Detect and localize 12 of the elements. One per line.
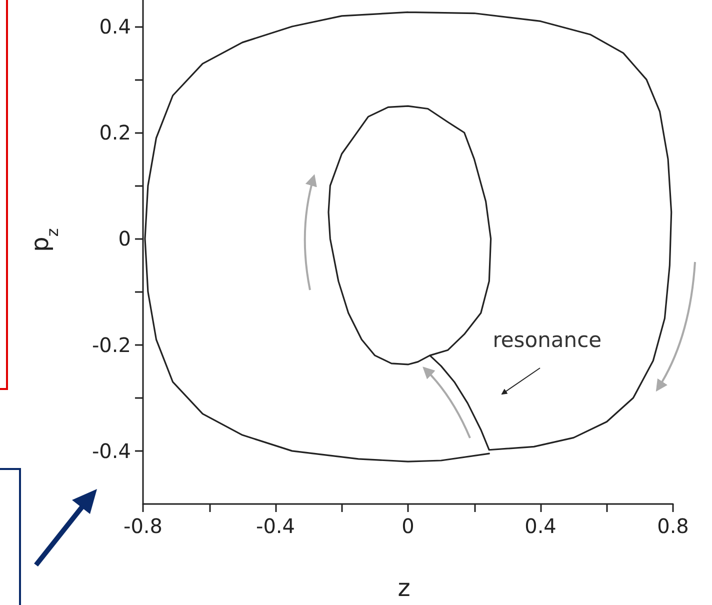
y-tick-label: 0.4 xyxy=(99,14,131,39)
y-tick-label: -0.4 xyxy=(92,438,131,463)
annotation: resonance xyxy=(492,328,602,352)
x-tick-label: 0 xyxy=(402,514,414,538)
y-tick-label: 0 xyxy=(118,226,131,251)
y-tick-label: 0.2 xyxy=(99,120,131,145)
y-tick-label: -0.2 xyxy=(92,332,131,357)
x-tick-label: 0.4 xyxy=(524,514,556,538)
x-tick-label: -0.4 xyxy=(256,514,296,538)
x-tick-label: 0.8 xyxy=(657,514,689,538)
x-tick-label: -0.8 xyxy=(123,514,163,538)
x-axis-title: z xyxy=(398,574,410,602)
